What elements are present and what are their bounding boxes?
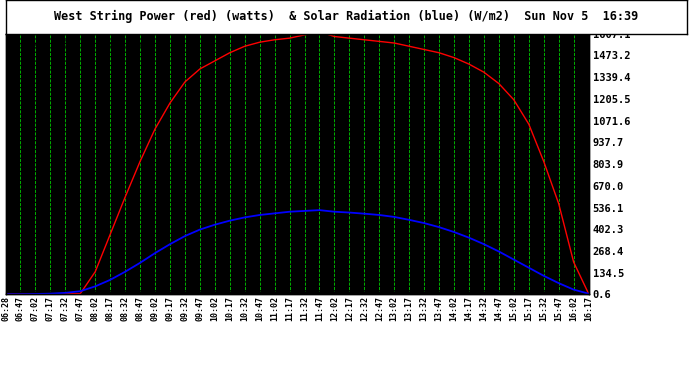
Text: West String Power (red) (watts)  & Solar Radiation (blue) (W/m2)  Sun Nov 5  16:: West String Power (red) (watts) & Solar …: [55, 10, 638, 23]
Text: Copyright 2006 Cartronics.com: Copyright 2006 Cartronics.com: [7, 40, 141, 49]
